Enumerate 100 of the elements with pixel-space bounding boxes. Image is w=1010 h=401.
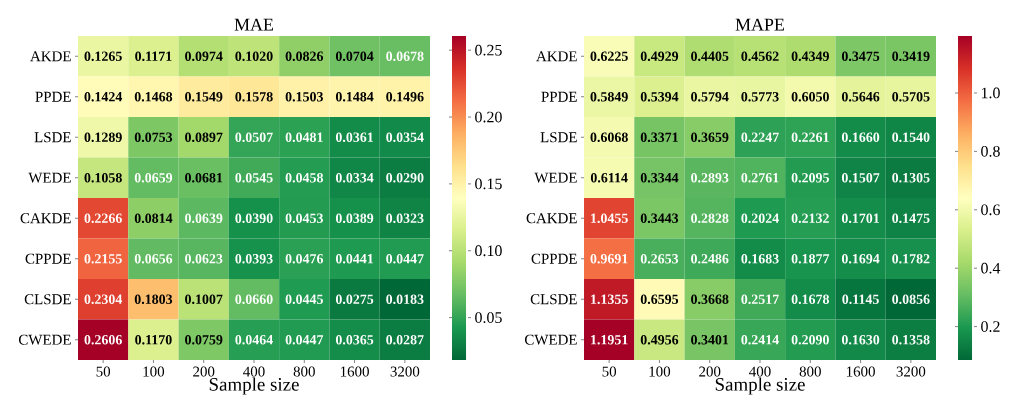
data-label: 0.2261 xyxy=(791,132,829,142)
data-label: 0.4929 xyxy=(640,51,679,61)
y-tick-label: LSDE xyxy=(34,132,71,143)
data-label: 1.0455 xyxy=(591,213,628,223)
data-label: 0.1265 xyxy=(84,51,122,61)
data-label: 0.6225 xyxy=(590,51,628,61)
data-label: 0.0447 xyxy=(386,254,424,264)
data-label: 0.0447 xyxy=(285,335,324,345)
x-tick-label: 1600 xyxy=(340,366,369,377)
data-label: 0.0704 xyxy=(335,51,374,61)
y-tick-label: WEDE xyxy=(534,172,577,183)
data-label: 0.0287 xyxy=(386,335,424,345)
x-tick-label: 200 xyxy=(193,366,215,377)
y-tick-label: WEDE xyxy=(28,172,71,183)
data-label: 0.6114 xyxy=(590,173,628,183)
data-label: 0.2893 xyxy=(691,173,729,183)
data-label: 0.3443 xyxy=(640,213,679,223)
data-label: 0.0481 xyxy=(285,132,323,142)
data-label: 0.1782 xyxy=(892,254,930,264)
data-label: 0.0464 xyxy=(235,335,273,345)
y-tick-label: AKDE xyxy=(30,51,71,62)
data-label: 0.0389 xyxy=(335,213,374,223)
data-label: 0.1496 xyxy=(386,92,424,102)
x-tick-label: 200 xyxy=(699,366,721,377)
data-label: 0.1170 xyxy=(135,335,172,345)
data-label: 0.0753 xyxy=(134,132,173,142)
data-label: 0.1803 xyxy=(134,294,173,304)
data-label: 0.0354 xyxy=(386,132,424,142)
chart-title: MAE xyxy=(234,18,274,31)
data-label: 0.4562 xyxy=(741,51,779,61)
data-label: 0.0826 xyxy=(285,51,324,61)
data-label: 0.5705 xyxy=(892,92,930,102)
y-tick-label: CPPDE xyxy=(25,253,71,264)
data-label: 0.2414 xyxy=(741,335,779,345)
color-bar-label: 0.10 xyxy=(475,245,502,257)
x-tick-label: 50 xyxy=(96,366,111,377)
data-label: 0.2606 xyxy=(84,335,122,345)
data-label: 0.0507 xyxy=(235,132,273,142)
data-label: 0.3401 xyxy=(691,335,729,345)
x-tick-label: 400 xyxy=(749,366,771,377)
data-label: 0.0334 xyxy=(335,173,374,183)
y-tick-label: PPDE xyxy=(541,91,577,102)
data-label: 0.2304 xyxy=(84,294,123,304)
data-label: 0.3419 xyxy=(892,51,930,61)
color-bar-label: 0.6 xyxy=(981,204,1000,216)
data-label: 0.1701 xyxy=(841,213,880,223)
data-label: 0.0897 xyxy=(185,132,223,142)
data-label: 0.1507 xyxy=(841,173,880,183)
data-label: 0.1694 xyxy=(841,254,880,264)
data-label: 0.6068 xyxy=(590,132,628,142)
data-label: 0.1007 xyxy=(185,294,223,304)
y-tick-label: CAKDE xyxy=(526,213,577,224)
y-tick-label: CPPDE xyxy=(531,253,577,264)
data-label: 0.2761 xyxy=(741,173,779,183)
data-label: 0.5773 xyxy=(741,92,779,102)
data-label: 0.0323 xyxy=(386,213,424,223)
y-tick-label: CLSDE xyxy=(530,294,577,305)
data-label: 0.4349 xyxy=(791,51,829,61)
data-label: 0.0856 xyxy=(892,294,930,304)
data-label: 0.6595 xyxy=(640,294,679,304)
data-label: 1.1355 xyxy=(591,294,628,304)
color-bar-label: 0.2 xyxy=(981,321,1000,332)
data-label: 0.1475 xyxy=(892,213,930,223)
data-label: 0.1424 xyxy=(84,92,123,102)
data-label: 0.4956 xyxy=(640,335,679,345)
data-label: 0.3371 xyxy=(640,132,678,142)
data-label: 0.6050 xyxy=(791,92,829,102)
chart-title: MAPE xyxy=(735,18,785,31)
data-label: 0.0660 xyxy=(235,294,273,304)
data-label: 0.2132 xyxy=(791,213,829,223)
x-tick-label: 50 xyxy=(602,366,617,377)
data-label: 0.1678 xyxy=(791,294,830,304)
color-bar-label: 0.4 xyxy=(981,262,1001,274)
data-label: 0.1660 xyxy=(841,132,880,142)
color-bar-label: 0.05 xyxy=(475,312,502,324)
data-label: 0.1020 xyxy=(235,51,273,61)
y-tick-label: CWEDE xyxy=(18,334,71,345)
data-label: 0.0759 xyxy=(185,335,223,345)
data-label: 0.2828 xyxy=(691,213,729,223)
color-bar-label: 0.20 xyxy=(475,111,502,123)
data-label: 0.1171 xyxy=(135,51,172,61)
data-label: 0.0453 xyxy=(285,213,323,223)
data-label: 0.4405 xyxy=(691,51,729,61)
y-tick-label: PPDE xyxy=(35,91,71,102)
y-tick-label: CWEDE xyxy=(524,334,577,345)
data-label: 0.0290 xyxy=(386,173,424,183)
data-label: 0.0639 xyxy=(185,213,223,223)
data-label: 0.5794 xyxy=(691,92,729,102)
data-label: 0.2266 xyxy=(84,213,122,223)
data-label: 0.1877 xyxy=(791,254,830,264)
data-label: 0.2090 xyxy=(791,335,829,345)
data-label: 0.1503 xyxy=(285,92,323,102)
color-bar-label: 0.8 xyxy=(981,145,1000,157)
y-tick-label: CLSDE xyxy=(24,294,71,305)
data-label: 0.1630 xyxy=(841,335,880,345)
data-label: 0.1578 xyxy=(235,92,273,102)
data-label: 0.3475 xyxy=(841,51,880,61)
data-label: 0.5394 xyxy=(640,92,679,102)
data-label: 0.0545 xyxy=(235,173,273,183)
data-label: 0.0623 xyxy=(185,254,223,264)
